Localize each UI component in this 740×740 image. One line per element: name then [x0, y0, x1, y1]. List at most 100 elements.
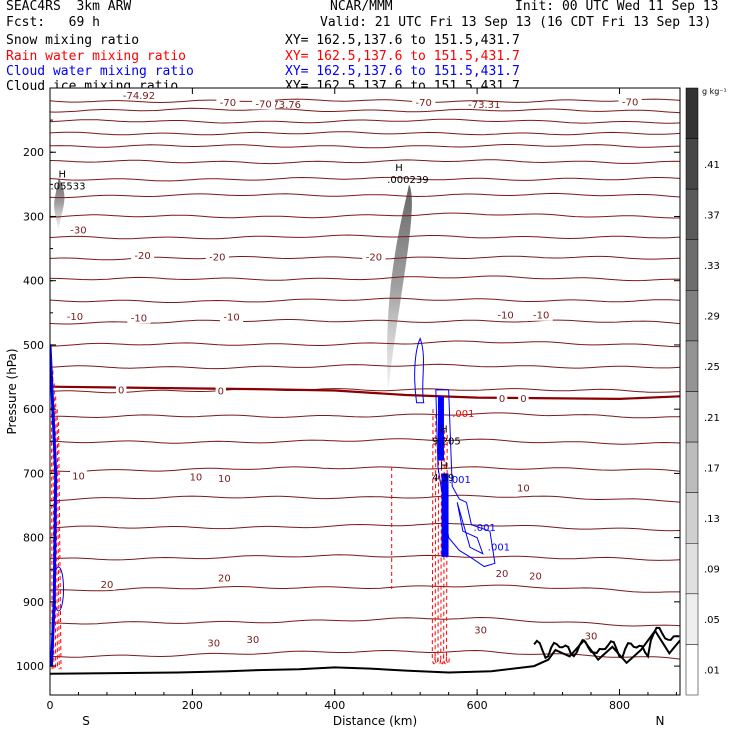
isotherm [50, 131, 680, 136]
colorbar-label: .05 [704, 615, 720, 626]
maximum-value: .05533 [51, 181, 86, 192]
rain-contour [58, 422, 62, 670]
isotherm [50, 144, 680, 149]
contour-label: .001 [488, 542, 510, 553]
freezing-level-line [50, 385, 680, 400]
colorbar-label: .25 [704, 362, 720, 373]
isotherm-label: -10 [67, 312, 83, 323]
contour-label: .001 [452, 409, 474, 420]
isotherm [50, 363, 680, 370]
maximum-marker: H [440, 461, 448, 472]
isotherm-label: -73.31 [468, 100, 500, 111]
plot-content: -74.92 -73.76 -73.31 -70 -70 -70 -70 -30 -20 -20 -… [50, 91, 680, 675]
rain-contour [55, 396, 58, 670]
isotherm [50, 212, 680, 219]
snow-plume [387, 184, 412, 390]
colorbar-label: .17 [704, 463, 720, 474]
isotherm [50, 584, 680, 593]
colorbar-swatch [685, 340, 699, 392]
isotherm [50, 319, 680, 325]
colorbar-swatch [685, 441, 699, 493]
colorbar-label: .09 [704, 565, 720, 576]
org-name: NCAR/MMM [330, 0, 393, 14]
isotherm [50, 522, 680, 532]
isotherm-label: -20 [209, 252, 225, 263]
terrain-line [50, 628, 680, 675]
cloud-water-contour [456, 502, 484, 555]
isotherm-label: 20 [218, 573, 231, 584]
colorbar-label: .41 [704, 160, 720, 171]
colorbar-unit: g kg⁻¹ [702, 87, 727, 96]
maximum-marker: H [395, 163, 403, 174]
colorbar-label: .29 [704, 312, 720, 323]
isotherm [50, 176, 680, 182]
rain-contour [431, 409, 436, 665]
terrain-line [533, 626, 680, 660]
colorbar-swatch [685, 543, 699, 595]
colorbar-swatch [685, 188, 699, 241]
isotherm-label: 10 [517, 484, 530, 495]
isotherm-label: -10 [533, 311, 549, 322]
y-tick-label: 500 [23, 339, 44, 352]
isotherm [50, 466, 680, 473]
x-tick-label: 0 [47, 699, 54, 712]
field-xy-cloud-water: XY= 162.5,137.6 to 151.5,431.7 [285, 64, 520, 79]
cloud-water-contour [53, 566, 65, 612]
y-tick-label: 300 [23, 210, 44, 223]
rain-contour [443, 429, 448, 665]
y-tick-label: 1000 [16, 660, 44, 673]
isotherm [50, 192, 680, 199]
isotherm-label: -70 [416, 98, 432, 109]
x-tick-label: 200 [182, 699, 203, 712]
model-name: SEAC4RS 3km ARW [6, 0, 132, 14]
isotherm-label: 10 [218, 474, 231, 485]
maximum-value: 4.39 [432, 473, 454, 484]
isotherm [50, 412, 680, 419]
x-tick-label: 800 [609, 699, 630, 712]
x-axis-title: Distance (km) [333, 714, 417, 728]
isotherm [50, 107, 680, 114]
y-tick-label: 700 [23, 467, 44, 480]
y-axis-title: Pressure (hPa) [5, 348, 19, 434]
y-tick-label: 800 [23, 532, 44, 545]
isotherm [50, 340, 680, 348]
isotherm-label: 20 [529, 572, 542, 583]
x-tick-label: 400 [324, 699, 345, 712]
isotherm [50, 616, 680, 627]
field-name-cloud-water: Cloud water mixing ratio [6, 64, 194, 79]
isotherm-label: -20 [134, 251, 150, 262]
contour-label: .001 [474, 523, 496, 534]
isotherm [50, 494, 680, 503]
isotherm-label: 20 [496, 569, 509, 580]
isotherm [50, 438, 680, 445]
isotherm [50, 118, 680, 124]
colorbar-swatch [685, 593, 699, 645]
colorbar-swatch [685, 239, 699, 291]
rain-contour [437, 419, 442, 665]
isotherm-label: 10 [72, 471, 85, 482]
forecast-hour: Fcst: 69 h [6, 15, 100, 30]
valid-time: Valid: 21 UTC Fri 13 Sep 13 (16 CDT Fri … [320, 15, 712, 30]
isotherm-label: 30 [207, 638, 220, 649]
cloud-water-contour [414, 337, 425, 404]
isotherm-label: -70 [622, 97, 638, 108]
isotherm-label: -73.76 [269, 100, 301, 111]
colorbar-swatch [685, 290, 699, 342]
y-tick-label: 400 [23, 275, 44, 288]
isotherm-label: 0 [118, 385, 124, 396]
colorbar-label: .21 [704, 413, 720, 424]
isotherm-label: 30 [474, 625, 487, 636]
init-time: Init: 00 UTC Wed 11 Sep 13 [515, 0, 719, 14]
maximum-marker: H [59, 169, 67, 180]
maximum-value: 9.205 [432, 436, 461, 447]
colorbar-label: .01 [704, 666, 720, 677]
isotherm-label: -20 [366, 252, 382, 263]
isotherm [50, 234, 680, 240]
isotherm-label: -70 [220, 98, 236, 109]
plot-frame [49, 87, 681, 696]
contour-label: .001 [449, 475, 471, 486]
colorbar-label: .13 [704, 514, 720, 525]
field-xy-rain: XY= 162.5,137.6 to 151.5,431.7 [285, 49, 520, 64]
maximum-marker: H [440, 424, 448, 435]
isotherm-label: -10 [497, 311, 513, 322]
